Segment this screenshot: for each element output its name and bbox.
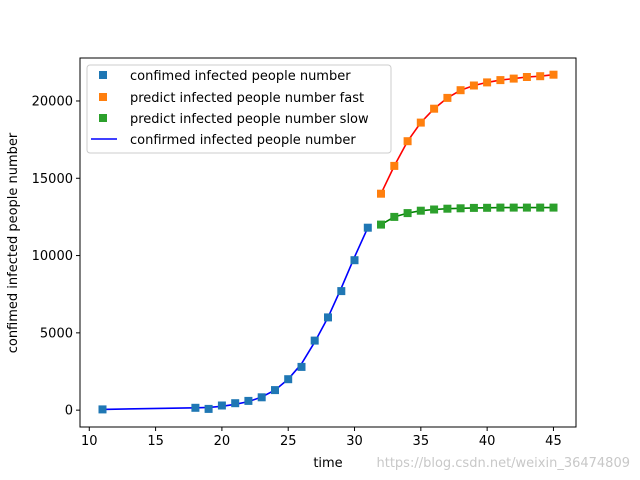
legend-marker-slow [99,114,107,122]
x-tick-label-6: 40 [479,434,496,449]
series-2-point-6 [456,204,465,213]
series-0-point-4 [231,399,240,408]
series-2-point-7 [469,203,478,212]
series-1-point-11 [522,73,531,81]
legend-label-confirmed: confimed infected people number [130,69,351,84]
series-1-point-13 [549,70,558,79]
series-0-point-5 [244,396,253,405]
legend-label-slow: predict infected people number slow [130,112,369,127]
axes-frame [79,57,577,428]
series-1-point-12 [536,72,545,81]
series-0-point-6 [257,393,266,402]
series-1-point-7 [469,81,478,90]
series-2-point-4 [430,205,439,214]
series-0-point-10 [310,336,319,345]
x-tick-label-1: 15 [147,434,164,449]
series-0-point-13 [350,256,359,265]
series-0-point-2 [204,404,213,413]
series-2-point-0 [377,220,385,229]
y-axis-label: confimed infected people number [6,132,21,353]
series-1-point-8 [483,78,492,87]
y-tick-label-2: 10000 [32,249,73,264]
series-1-point-10 [509,74,518,83]
series-1-point-1 [390,161,399,170]
legend-label-fast: predict infected people number fast [130,91,364,106]
series-0-point-8 [284,375,293,384]
series-0-point-14 [363,223,372,232]
series-2-point-8 [483,203,492,212]
y-tick-label-1: 5000 [40,326,73,341]
legend-label-confirmed-line: confirmed infected people number [130,133,356,148]
x-axis-label: time [313,456,342,471]
series-1-point-6 [456,86,465,95]
x-tick-label-5: 35 [413,434,430,449]
x-tick-label-2: 20 [214,434,231,449]
legend: confimed infected people number predict … [86,64,392,154]
series-2-point-13 [549,203,558,212]
legend-frame [86,64,392,154]
series-2-point-1 [390,212,399,221]
series-2-point-10 [509,203,518,212]
x-tick-label-7: 45 [545,434,562,449]
y-tick-label-0: 0 [65,404,73,419]
series-0-point-0 [98,405,107,414]
y-tick-label-4: 20000 [32,94,73,109]
legend-marker-fast [99,93,107,101]
series-1-point-2 [403,137,412,146]
series-1-point-5 [443,93,452,102]
series-0-point-1 [191,403,200,412]
series-1-point-4 [430,104,439,113]
series-2-point-3 [416,206,425,215]
series-0-point-9 [297,362,306,371]
series-1-point-0 [377,189,385,198]
x-tick-label-3: 25 [280,434,297,449]
series-0-point-11 [324,313,332,322]
series-1-point-3 [416,118,425,127]
series-2-point-5 [443,204,452,213]
watermark-text: https://blog.csdn.net/weixin_36474809 [376,456,630,471]
series-2-point-12 [536,203,545,212]
plot-layer [98,70,558,414]
x-tick-label-0: 10 [81,434,98,449]
legend-marker-confirmed [99,71,107,79]
series-1-point-9 [496,76,505,85]
x-tick-label-4: 30 [346,434,363,449]
series-2-point-9 [496,203,505,212]
series-0-point-3 [217,401,226,410]
series-2-point-11 [522,203,531,212]
axes-layer: 10 15 20 25 30 35 40 45 0 5000 10000 15000 20000 [32,57,577,449]
series-0-point-7 [271,386,279,395]
series-0-point-12 [337,287,346,296]
series-2-point-2 [403,209,412,218]
y-tick-label-3: 15000 [32,172,73,187]
